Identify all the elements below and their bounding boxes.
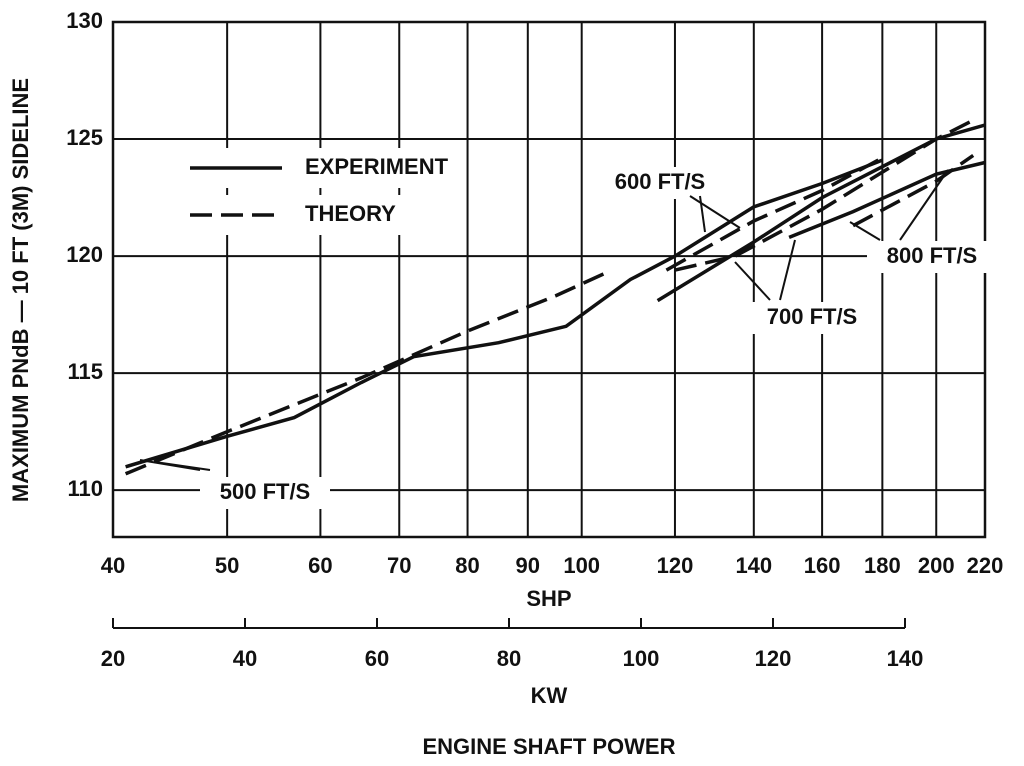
x2-tick-label: 60 — [365, 646, 389, 671]
annotation-bg — [747, 302, 877, 334]
x2-tick-label: 140 — [887, 646, 924, 671]
x2-tick-label: 20 — [101, 646, 125, 671]
x-tick-label: 200 — [918, 553, 955, 578]
leader-line — [779, 239, 796, 301]
x-tick-label: 140 — [735, 553, 772, 578]
y-tick-label: 110 — [68, 476, 104, 501]
data-line — [674, 118, 974, 272]
x-tick-label: 90 — [516, 553, 540, 578]
data-line — [656, 123, 986, 303]
y-tick-label: 120 — [66, 242, 103, 267]
data-line — [788, 160, 986, 240]
x-axis-label: SHP — [526, 586, 571, 611]
x-tick-label: 70 — [387, 553, 411, 578]
x-tick-label: 60 — [308, 553, 332, 578]
leader-line — [689, 195, 741, 229]
x-tick-label: 50 — [215, 553, 239, 578]
leader-line — [849, 221, 881, 241]
x-tick-label: 100 — [563, 553, 600, 578]
y-tick-label: 130 — [66, 8, 103, 33]
plot-frame — [111, 20, 987, 539]
x2-tick-label: 100 — [623, 646, 660, 671]
x-tick-label: 120 — [657, 553, 694, 578]
y-axis-label: MAXIMUM PNdB — 10 FT (3M) SIDELINE — [8, 78, 33, 502]
x2-axis-label: KW — [531, 683, 568, 708]
y-tick-label: 125 — [66, 125, 103, 150]
x2-tick-label: 80 — [497, 646, 521, 671]
x-tick-label: 80 — [455, 553, 479, 578]
x-tick-label: 40 — [101, 553, 125, 578]
data-line — [852, 153, 975, 228]
x2-tick-label: 120 — [755, 646, 792, 671]
leader-line — [699, 195, 706, 233]
annotation: 500 FT/S — [220, 479, 310, 504]
annotation: 700 FT/S — [767, 304, 857, 329]
annotation: 600 FT/S — [615, 169, 705, 194]
caption: ENGINE SHAFT POWER — [422, 734, 675, 759]
leader-line — [154, 461, 211, 471]
y-tick-label: 115 — [68, 359, 104, 384]
legend-label: EXPERIMENT — [305, 154, 449, 179]
x-tick-label: 160 — [804, 553, 841, 578]
data-line — [125, 158, 884, 469]
leader-line — [899, 169, 949, 241]
annotation-bg — [200, 477, 330, 509]
data-line — [124, 270, 608, 476]
annotation-bg — [867, 241, 997, 273]
data-line — [665, 156, 884, 272]
x-tick-label: 220 — [967, 553, 1004, 578]
annotation: 800 FT/S — [887, 243, 977, 268]
annotation-bg — [595, 167, 725, 199]
legend-label: THEORY — [305, 201, 396, 226]
x-tick-label: 180 — [864, 553, 901, 578]
leader-line — [734, 261, 771, 301]
x2-tick-label: 40 — [233, 646, 257, 671]
